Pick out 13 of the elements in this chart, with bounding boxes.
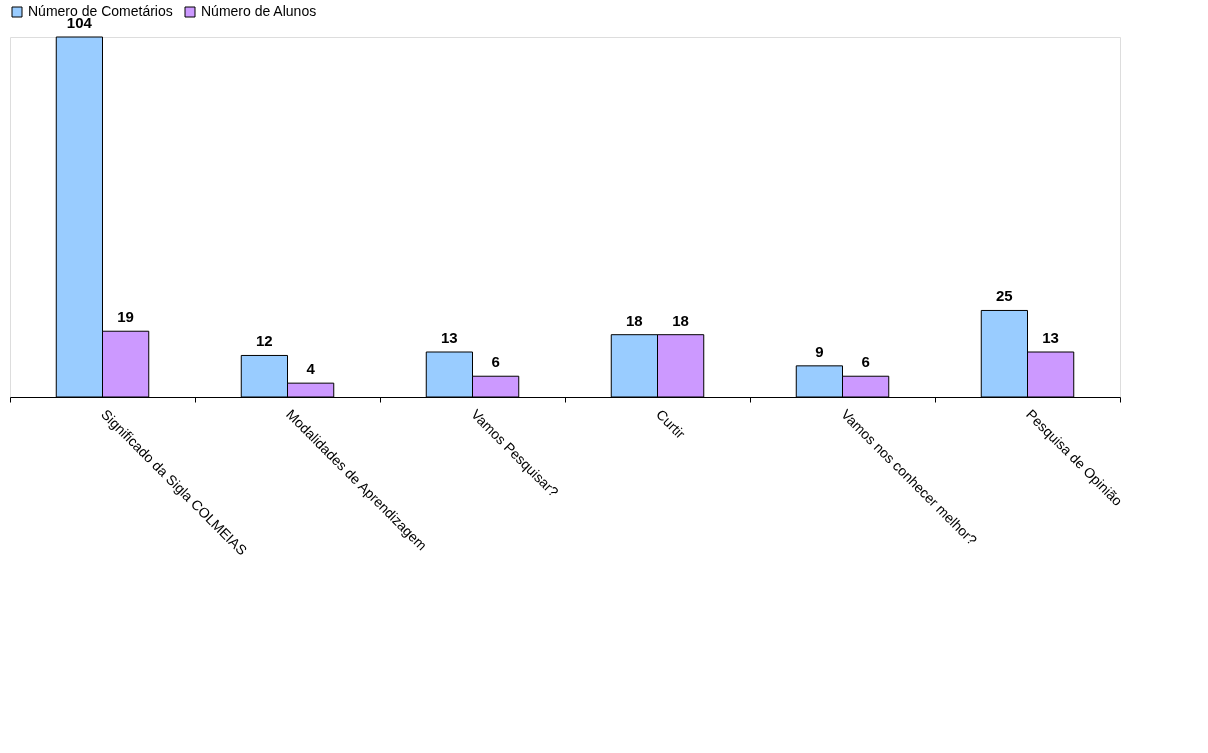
data-label: 6: [861, 353, 870, 371]
data-label: 12: [256, 332, 273, 350]
data-label: 19: [117, 308, 134, 326]
data-label: 9: [815, 342, 824, 360]
data-label: 6: [491, 353, 500, 371]
data-label: 18: [626, 311, 643, 329]
data-label: 4: [306, 360, 316, 378]
legend-label: Número de Cometários: [28, 3, 173, 19]
data-label: 13: [441, 329, 458, 346]
legend-label: Número de Alunos: [201, 3, 317, 19]
data-label: 13: [1042, 329, 1059, 346]
data-label: 25: [996, 287, 1013, 305]
data-label: 18: [672, 311, 689, 329]
